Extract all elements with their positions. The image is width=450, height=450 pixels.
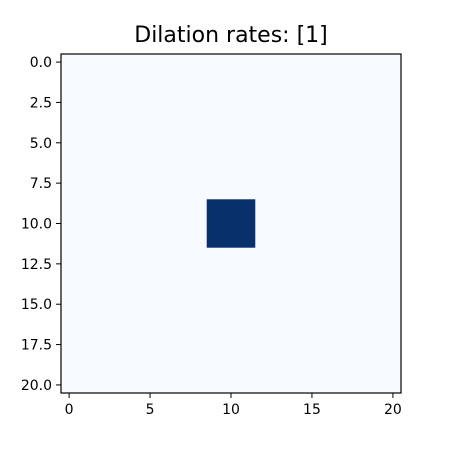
x-tick-label: 5 xyxy=(146,402,155,418)
chart-title: Dilation rates: [1] xyxy=(134,23,328,48)
x-tick-label: 0 xyxy=(65,402,74,418)
y-tick-label: 15.0 xyxy=(21,297,52,313)
y-tick-label: 17.5 xyxy=(21,338,52,354)
x-tick-label: 10 xyxy=(222,402,240,418)
y-tick-label: 7.5 xyxy=(30,176,52,192)
x-tick-label: 15 xyxy=(303,402,321,418)
y-axis: 0.0 2.5 5.0 7.5 10.0 12.5 15.0 17.5 20.0 xyxy=(21,55,61,394)
y-tick-label: 2.5 xyxy=(30,95,52,111)
x-tick-label: 20 xyxy=(384,402,402,418)
y-tick-label: 20.0 xyxy=(21,378,52,394)
y-tick-label: 10.0 xyxy=(21,217,52,233)
heatmap-highlight-cell xyxy=(206,199,256,248)
plot-area xyxy=(60,53,402,394)
y-tick-label: 5.0 xyxy=(30,136,52,152)
y-tick-label: 0.0 xyxy=(30,55,52,71)
y-tick-label: 12.5 xyxy=(21,257,52,273)
x-axis: 0 5 10 15 20 xyxy=(65,393,402,418)
